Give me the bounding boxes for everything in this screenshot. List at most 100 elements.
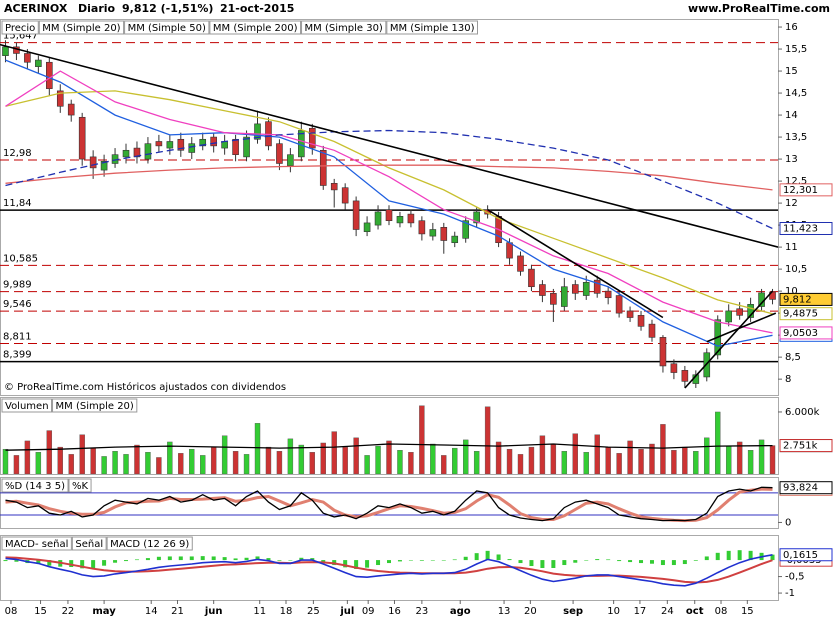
trendline [706, 312, 777, 343]
histogram-bar [485, 550, 490, 561]
level-label: 9,546 [3, 299, 32, 310]
candle-body [319, 149, 327, 186]
histogram-bar [397, 560, 402, 562]
candle-body [78, 116, 86, 160]
legend-label: MACD (12 26 9) [110, 539, 189, 550]
histogram-bar [551, 560, 556, 568]
histogram-bar [770, 554, 775, 561]
histogram-bar [255, 556, 260, 561]
x-tick-label: 25 [307, 606, 320, 617]
y-tick-label: 14 [785, 110, 798, 121]
candle-body [2, 46, 9, 56]
candle-body [407, 213, 415, 224]
y-tick-label: 15,5 [785, 44, 807, 55]
x-tick-label: 08 [715, 606, 728, 617]
legend-label: MM (Simple 200) [213, 23, 298, 34]
histogram-bar [463, 556, 468, 561]
histogram-bar [134, 559, 139, 561]
histogram-bar [693, 560, 698, 561]
volume-bar [441, 455, 447, 474]
y-tick-label: 13 [785, 154, 798, 165]
volume-bar [189, 448, 195, 474]
volume-bar [397, 450, 403, 474]
candle-body [582, 282, 590, 296]
volume-bar [35, 452, 42, 474]
candle-body [24, 53, 31, 63]
candle-body [243, 136, 250, 158]
histogram-bar [277, 560, 282, 561]
volume-bar [287, 438, 294, 474]
candle-body [35, 59, 42, 67]
histogram-bar [14, 560, 19, 562]
x-tick-label: jul [339, 606, 354, 617]
histogram-bar [540, 560, 545, 568]
y-tick-label: -1 [785, 588, 795, 599]
legend-box [1, 398, 53, 413]
histogram-bar [419, 560, 424, 561]
histogram-bar [288, 560, 293, 561]
histogram-bar [124, 560, 129, 562]
histogram-bar [617, 560, 622, 562]
x-tick-label: may [92, 606, 116, 617]
candle-body [100, 160, 108, 171]
volume-bar [605, 446, 611, 474]
histogram-bar [748, 550, 753, 561]
histogram-bar [233, 558, 238, 561]
y-tick-label: -0,5 [785, 572, 805, 583]
volume-bar [309, 452, 315, 474]
histogram-bar [222, 557, 227, 561]
legend-box [1, 20, 39, 35]
volume-bar [364, 455, 370, 474]
x-tick-label: 22 [62, 606, 75, 617]
volume-bar [200, 455, 206, 474]
x-tick-label: 13 [498, 606, 511, 617]
candle-body [681, 370, 689, 382]
volume-bar [254, 423, 261, 474]
volume-bar [156, 457, 162, 474]
histogram-bar [715, 552, 720, 561]
x-tick-label: 11 [253, 606, 266, 617]
volume-bar [145, 452, 151, 474]
candle-body [539, 284, 546, 296]
histogram-bar [310, 558, 315, 561]
volume-bar [419, 405, 425, 474]
legend-box [106, 536, 193, 551]
volume-bar [79, 434, 85, 474]
trendline [684, 290, 774, 389]
histogram-bar [47, 560, 52, 566]
volume-bar [57, 446, 63, 474]
legend-box [386, 20, 478, 35]
candle-body [462, 220, 470, 239]
histogram-bar [244, 557, 249, 561]
histogram-bar [266, 558, 271, 561]
volume-bar [671, 450, 677, 474]
candle-body [199, 138, 207, 147]
x-tick-label: oct [686, 606, 704, 617]
x-tick-label: 08 [5, 606, 18, 617]
legend-label: MM (Simple 20) [42, 23, 120, 34]
volume-bar [693, 451, 699, 474]
volume-bar [232, 451, 239, 474]
volume-bar [583, 452, 589, 474]
volume-bar [123, 454, 129, 474]
candle-body [418, 220, 426, 235]
candle-body [615, 295, 623, 314]
histogram-bar [529, 560, 534, 567]
candle-body [276, 143, 283, 164]
histogram-bar [321, 560, 326, 562]
volume-bar [594, 434, 600, 474]
y-tick-label: 10,5 [785, 264, 807, 275]
value-label-box [779, 221, 833, 235]
y-tick-label: 14,5 [785, 88, 807, 99]
candle-body [308, 127, 316, 149]
y-tick-label: 10 [785, 286, 798, 297]
histogram-bar [562, 560, 567, 566]
level-label: 11,84 [3, 198, 32, 209]
site: www.ProRealTime.com [688, 2, 830, 15]
volume-bar [375, 445, 381, 474]
candle-body [155, 141, 163, 147]
candle-body [385, 209, 393, 222]
histogram-bar [682, 560, 687, 565]
x-tick-label: 10 [607, 606, 620, 617]
